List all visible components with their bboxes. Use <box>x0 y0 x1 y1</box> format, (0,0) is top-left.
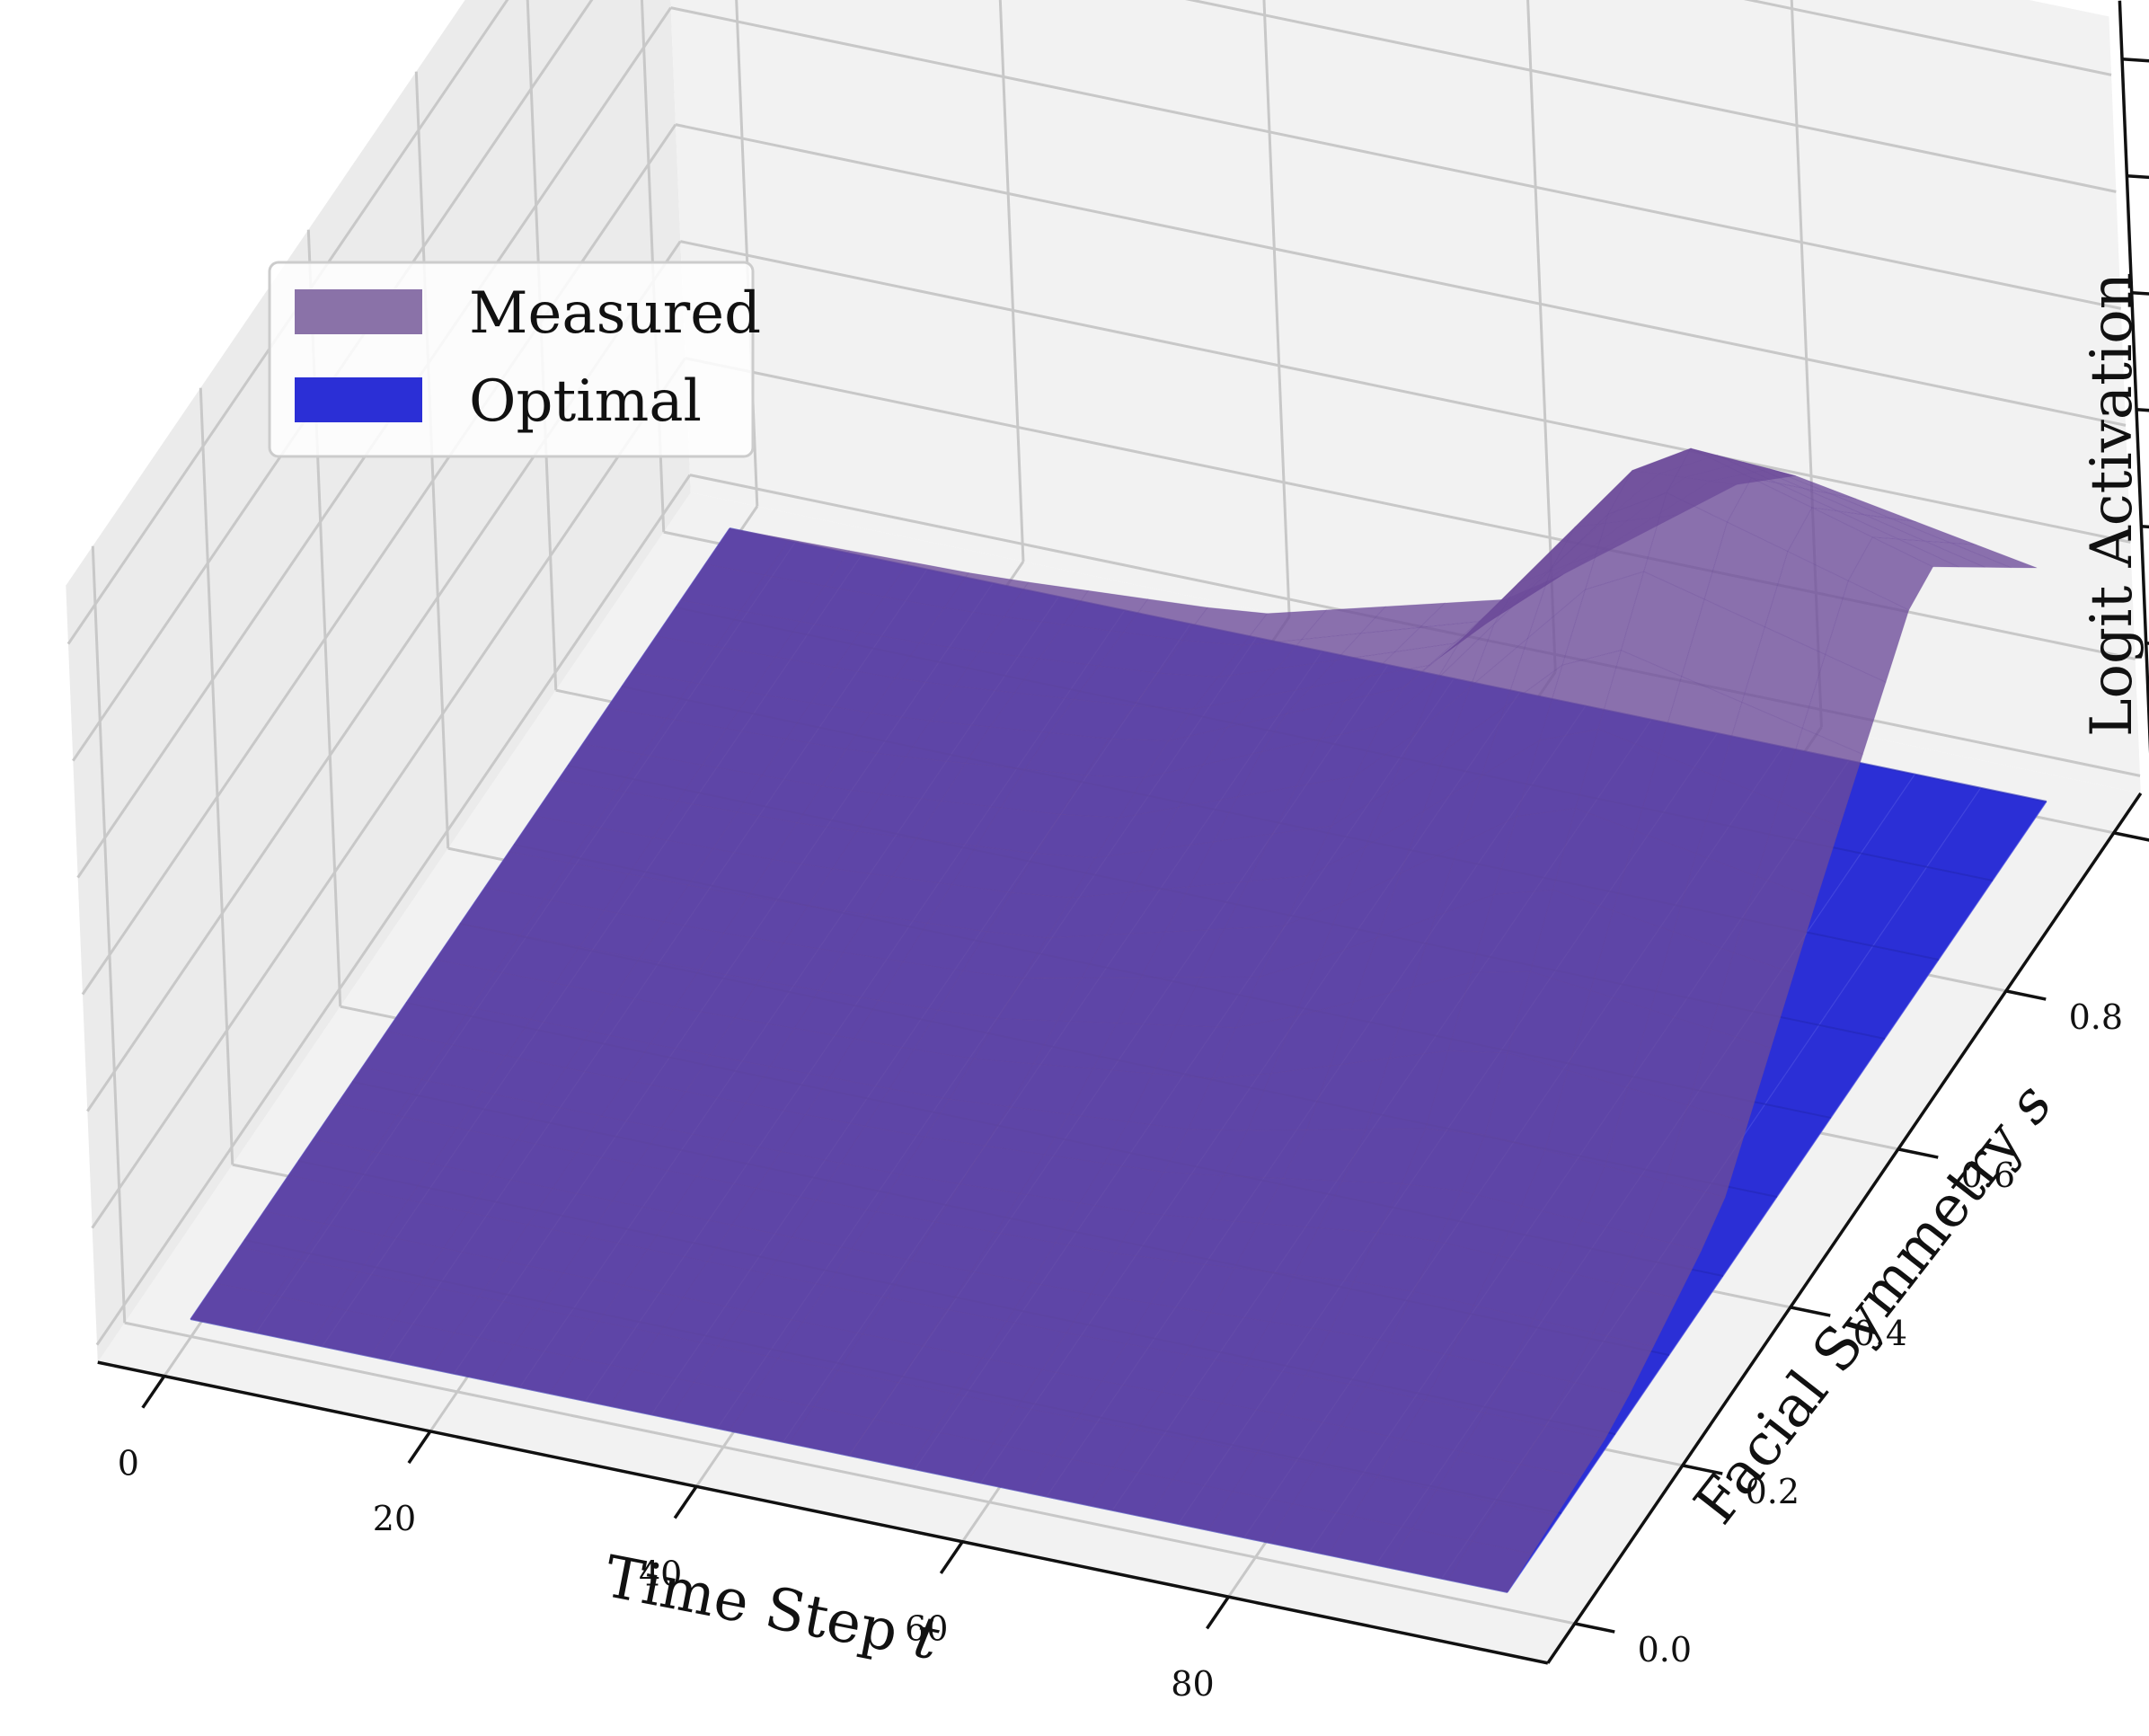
z-tick-mark <box>2121 58 2149 63</box>
grid-left-y <box>199 387 234 1165</box>
y-tick-label: 0.8 <box>2069 997 2123 1037</box>
measured-surface-patch <box>1950 542 2038 569</box>
x-tick-mark <box>1206 1596 1230 1630</box>
x-tick-label: 20 <box>373 1499 416 1538</box>
x-tick-label: 80 <box>1171 1664 1214 1704</box>
y-tick-label: 0.0 <box>1638 1630 1692 1670</box>
x-tick-mark <box>141 1375 166 1409</box>
grid-left-y <box>91 545 127 1324</box>
y-tick-mark <box>2113 831 2149 842</box>
y-tick-label: 0.4 <box>1853 1314 1907 1353</box>
y-tick-mark <box>1574 1622 1615 1634</box>
z-tick-mark <box>2127 174 2149 180</box>
measured-surface-patch <box>1755 802 1841 900</box>
axis-lines <box>97 0 2149 1665</box>
legend-swatch-measured <box>295 289 422 334</box>
grid-left-z <box>95 474 692 1346</box>
measured-surface-patch <box>1544 1380 1631 1439</box>
grid-back-x <box>1526 0 1557 672</box>
y-tick-label: 0.2 <box>1746 1472 1800 1511</box>
measured-surface-patch <box>1569 1332 1654 1395</box>
z-tick-mark <box>2136 408 2149 412</box>
measured-surface-patch <box>1847 536 1934 611</box>
tick-labels: 0204060800.00.20.40.60.81.00.000.010.020… <box>118 58 2149 1704</box>
measured-surface-patch <box>1640 1181 1726 1252</box>
measured-surface-patch <box>1446 1540 1533 1593</box>
x-tick-label: 60 <box>905 1609 948 1649</box>
legend-label-optimal: Optimal <box>469 368 702 435</box>
x-tick-mark <box>407 1430 432 1465</box>
measured-surface-patch <box>1616 1235 1702 1299</box>
grid-back-x <box>1262 0 1291 617</box>
y-axis-line <box>1546 792 2143 1664</box>
grid-left-z <box>66 0 509 645</box>
grid-left-y <box>414 71 450 849</box>
measured-surface-patch <box>1801 653 1887 756</box>
grid-left-z <box>91 357 686 1229</box>
grid-floor-y <box>124 1321 1576 1625</box>
z-tick-mark <box>2141 525 2149 529</box>
x-axis-label: Time Step t <box>599 1544 944 1674</box>
z-axis-line <box>2118 0 2149 754</box>
measured-surface-patch <box>1687 1028 1772 1123</box>
y-tick-mark <box>2005 989 2047 1001</box>
y-tick-label: 0.6 <box>1961 1156 2015 1195</box>
z-axis-label: Logit Activation <box>2079 272 2145 737</box>
x-tick-mark <box>939 1540 964 1574</box>
y-tick-mark <box>1790 1306 1831 1317</box>
x-axis-line <box>97 1360 1549 1665</box>
x-tick-label: 40 <box>639 1554 682 1593</box>
y-tick-mark <box>1682 1464 1723 1475</box>
measured-surface <box>190 447 2038 1593</box>
legend-swatch-optimal <box>295 377 422 422</box>
x-tick-mark <box>673 1485 698 1519</box>
legend: Measured Optimal <box>268 261 761 458</box>
z-tick-mark <box>2131 291 2149 296</box>
grid-back-z <box>1743 0 2112 76</box>
grid-back-z <box>675 123 2127 427</box>
legend-label-measured: Measured <box>469 280 761 347</box>
grid-back-z <box>679 240 2131 544</box>
y-tick-mark <box>1897 1147 1939 1159</box>
grid-back-z <box>670 6 2122 310</box>
measured-surface-patch <box>1664 1104 1749 1198</box>
grid-back-z <box>1185 0 2117 193</box>
grid-back-x <box>998 0 1025 562</box>
x-tick-label: 0 <box>118 1444 139 1484</box>
